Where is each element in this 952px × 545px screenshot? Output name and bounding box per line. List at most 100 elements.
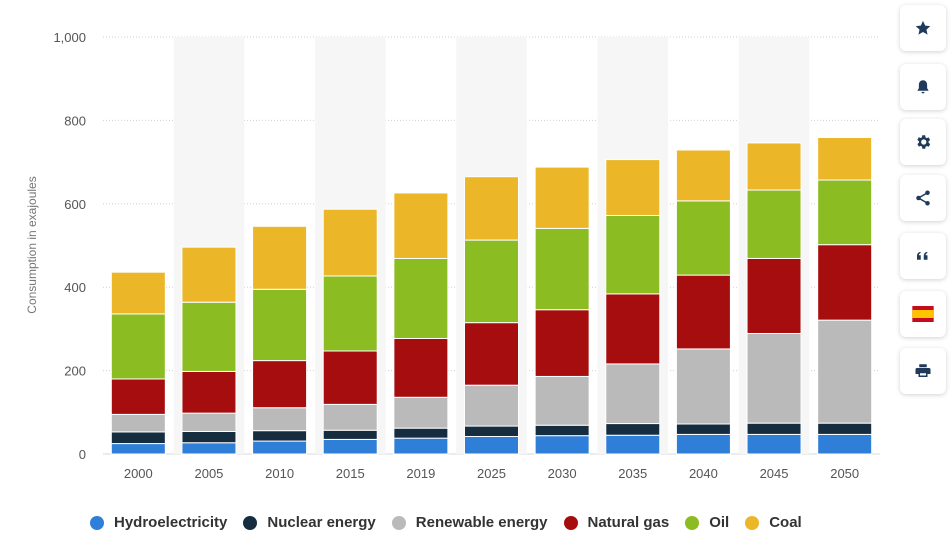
bar-segment[interactable] [464,384,519,427]
bar-segment[interactable] [181,430,237,444]
notification-button[interactable] [900,64,946,110]
bar-segment[interactable] [534,309,590,377]
bar-segment[interactable] [181,412,237,432]
bar-segment[interactable] [110,271,166,315]
bar-segment[interactable] [605,214,661,295]
bar-segment[interactable] [252,430,308,442]
bar-segment[interactable] [464,435,519,455]
bar-segment[interactable] [817,319,873,424]
legend-marker [243,515,258,530]
chart-legend: Hydroelectricity Nuclear energy Renewable … [90,514,818,531]
quote-icon [917,251,928,260]
y-tick-label: 200 [64,364,86,379]
legend-label: Coal [769,514,802,531]
legend-item[interactable]: Oil [685,514,729,531]
y-tick-label: 600 [64,197,86,212]
bar-segment[interactable] [675,274,731,350]
star-icon [915,20,931,35]
legend-item[interactable]: Coal [745,514,802,531]
legend-item[interactable]: Renewable energy [391,514,548,531]
legend-label: Renewable energy [415,514,548,531]
bar-segment[interactable] [817,422,873,435]
bar-segment[interactable] [181,301,237,372]
legend-marker [391,515,406,530]
bar-segment[interactable] [746,142,802,191]
bar-segment[interactable] [393,427,449,439]
bar-segment[interactable] [746,433,802,455]
bar-segment[interactable] [605,293,661,365]
bar-segment[interactable] [464,176,519,241]
favorite-button[interactable] [900,5,946,51]
bar-segment[interactable] [746,257,802,334]
bar-segment[interactable] [817,136,873,181]
bar-segment[interactable] [322,275,378,352]
language-button[interactable] [900,291,946,337]
bar-segment[interactable] [393,257,449,339]
legend-marker [745,515,760,530]
legend-item[interactable]: Natural gas [563,514,669,531]
bar-segment[interactable] [322,403,378,431]
bar-segment[interactable] [534,227,590,311]
bar-segment[interactable] [534,375,590,426]
legend-label: Nuclear energy [267,514,376,531]
bar-segment[interactable] [746,332,802,424]
bar-segment[interactable] [322,429,378,440]
x-tick-label: 2025 [477,466,506,481]
settings-button[interactable] [900,119,946,165]
bar-segment[interactable] [534,435,590,455]
bar-segment[interactable] [322,208,378,277]
bar-segment[interactable] [817,244,873,321]
x-tick-label: 2010 [265,466,294,481]
bar-segment[interactable] [534,166,590,229]
bar-segment[interactable] [393,437,449,455]
bar-segment[interactable] [464,239,519,324]
bell-icon [917,80,929,94]
bar-segment[interactable] [322,350,378,405]
bar-segment[interactable] [252,360,308,409]
bar-segment[interactable] [252,225,308,290]
bar-segment[interactable] [110,313,166,380]
bar-segment[interactable] [181,442,237,455]
bar-segment[interactable] [252,407,308,432]
bar-segment[interactable] [110,378,166,415]
bar-segment[interactable] [393,396,449,429]
bar-segment[interactable] [181,246,237,303]
bar-segment[interactable] [605,434,661,455]
bar-segment[interactable] [675,433,731,455]
bar-segment[interactable] [675,200,731,276]
bar-segment[interactable] [322,438,378,455]
bar-segment[interactable] [746,422,802,435]
print-button[interactable] [900,348,946,394]
bar-segment[interactable] [675,348,731,425]
bar-segment[interactable] [252,288,308,362]
x-tick-label: 2000 [124,466,153,481]
gear-icon [917,135,931,149]
legend-item[interactable]: Hydroelectricity [90,514,227,531]
bar-segment[interactable] [817,433,873,455]
bar-segment[interactable] [605,159,661,216]
bar-segment[interactable] [605,423,661,436]
legend-item[interactable]: Nuclear energy [243,514,376,531]
bar-segment[interactable] [817,179,873,246]
bars [110,136,873,455]
bar-segment[interactable] [675,149,731,202]
y-tick-label: 400 [64,280,86,295]
bar-segment[interactable] [464,322,519,386]
bar-segment[interactable] [110,443,166,455]
bar-segment[interactable] [393,192,449,259]
share-button[interactable] [900,175,946,221]
bar-segment[interactable] [110,413,166,433]
bar-segment[interactable] [746,189,802,259]
bar-segment[interactable] [605,363,661,425]
bar-segment[interactable] [393,337,449,398]
bar-segment[interactable] [464,425,519,437]
cite-button[interactable] [900,233,946,279]
bar-segment[interactable] [181,370,237,414]
bar-segment[interactable] [252,440,308,455]
legend-marker [685,515,700,530]
bar-segment[interactable] [675,423,731,435]
bar-segment[interactable] [534,424,590,437]
y-tick-label: 0 [79,447,86,462]
bar-segment[interactable] [110,431,166,445]
